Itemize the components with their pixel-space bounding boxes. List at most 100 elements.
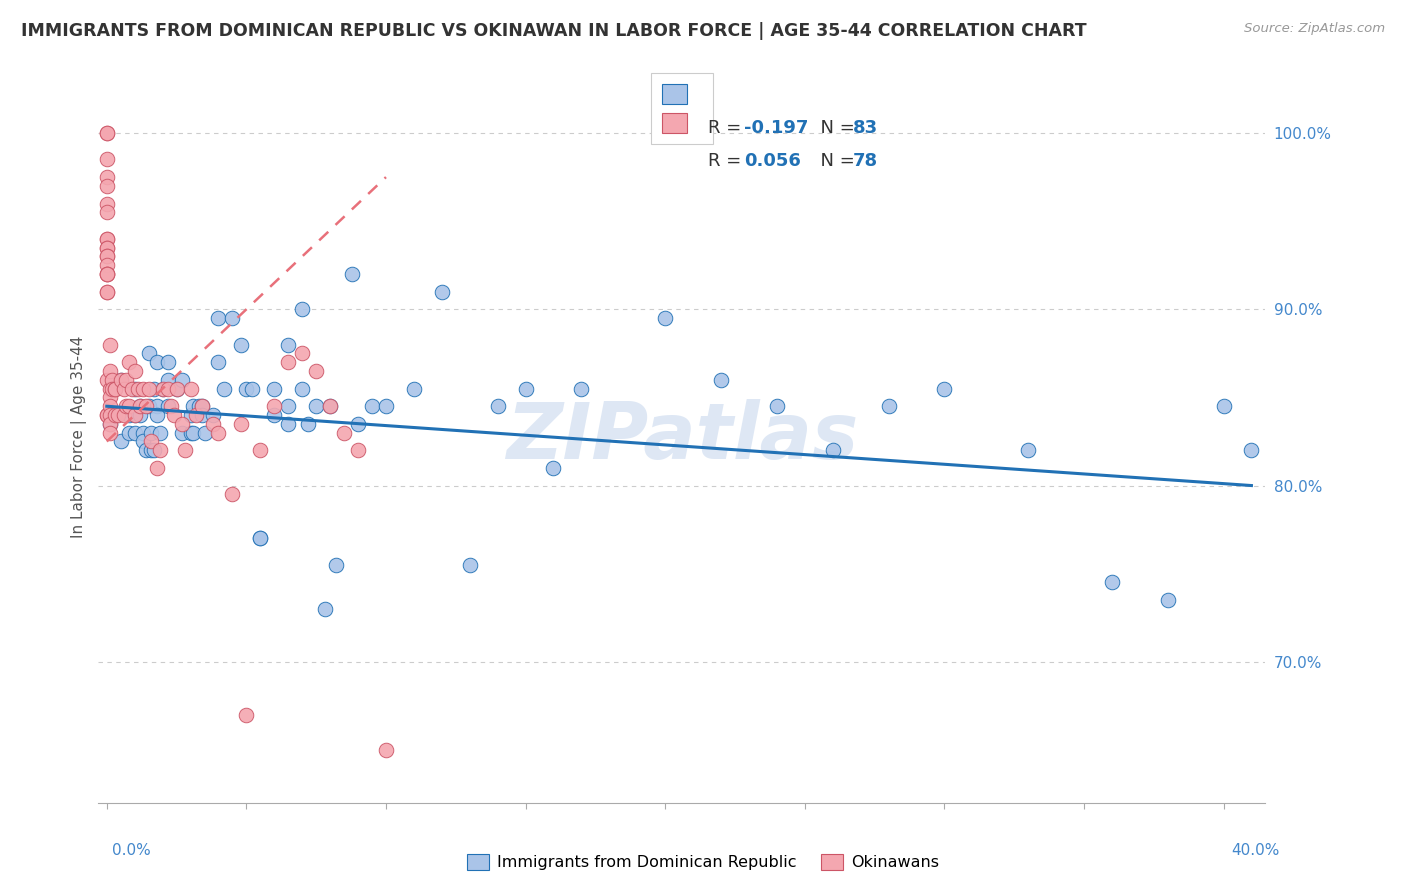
Point (141, 434, 163, 449)
Point (235, 382, 257, 396)
Point (314, 602, 336, 616)
Point (157, 399, 180, 413)
Point (124, 408, 146, 422)
Point (135, 443, 157, 458)
Point (458, 558, 481, 572)
Point (104, 382, 127, 396)
Point (129, 399, 152, 413)
Point (934, 382, 956, 396)
Point (361, 399, 384, 413)
Point (96, 267, 118, 281)
Point (143, 443, 166, 458)
Point (112, 408, 135, 422)
Point (96, 249, 118, 263)
Point (1157, 593, 1180, 607)
Point (166, 382, 188, 396)
Point (212, 382, 235, 396)
Point (110, 373, 132, 387)
Point (149, 443, 172, 458)
Point (98, 382, 121, 396)
Point (96, 205, 118, 219)
Point (96, 126, 118, 140)
Text: IMMIGRANTS FROM DOMINICAN REPUBLIC VS OKINAWAN IN LABOR FORCE | AGE 35-44 CORREL: IMMIGRANTS FROM DOMINICAN REPUBLIC VS OK… (21, 22, 1087, 40)
Point (96, 267, 118, 281)
Point (107, 408, 129, 422)
Point (180, 408, 202, 422)
Legend: , : , (651, 73, 713, 144)
Text: 40.0%: 40.0% (1232, 843, 1279, 858)
Point (138, 382, 160, 396)
Point (138, 346, 160, 360)
Point (124, 364, 146, 378)
Point (146, 355, 169, 369)
Point (333, 425, 356, 440)
Point (1212, 399, 1234, 413)
Text: -0.197: -0.197 (744, 120, 808, 137)
Point (515, 382, 537, 396)
Text: N =: N = (808, 120, 860, 137)
Point (146, 408, 169, 422)
Point (96, 153, 118, 167)
Point (1017, 443, 1039, 458)
Point (129, 408, 152, 422)
Point (207, 425, 229, 440)
Point (132, 425, 155, 440)
Point (98, 391, 121, 405)
Point (118, 399, 141, 413)
Point (249, 532, 271, 546)
Point (96, 249, 118, 263)
Point (305, 399, 328, 413)
Text: 78: 78 (852, 152, 877, 169)
Point (160, 399, 183, 413)
Point (146, 461, 169, 475)
Point (325, 558, 347, 572)
Point (201, 417, 224, 431)
Point (207, 311, 229, 326)
Point (118, 408, 141, 422)
Point (157, 382, 180, 396)
Point (183, 425, 205, 440)
Point (104, 382, 127, 396)
Point (174, 443, 197, 458)
Point (157, 373, 180, 387)
Point (138, 399, 160, 413)
Point (347, 443, 370, 458)
Point (221, 311, 243, 326)
Y-axis label: In Labor Force | Age 35-44: In Labor Force | Age 35-44 (72, 336, 87, 538)
Point (132, 382, 155, 396)
Point (263, 399, 285, 413)
Point (543, 461, 565, 475)
Point (877, 399, 900, 413)
Point (277, 417, 299, 431)
Point (1240, 443, 1263, 458)
Point (249, 532, 271, 546)
Point (124, 382, 146, 396)
Point (229, 417, 252, 431)
Point (96, 241, 118, 255)
Point (277, 337, 299, 351)
Point (146, 399, 169, 413)
Point (96, 232, 118, 246)
Point (104, 408, 127, 422)
Point (190, 399, 212, 413)
Text: ZIPatlas: ZIPatlas (506, 399, 858, 475)
Point (115, 373, 138, 387)
Point (96, 241, 118, 255)
Point (277, 399, 299, 413)
Point (297, 417, 319, 431)
Text: Source: ZipAtlas.com: Source: ZipAtlas.com (1244, 22, 1385, 36)
Point (193, 425, 215, 440)
Point (118, 355, 141, 369)
Text: 0.0%: 0.0% (112, 843, 152, 858)
Point (571, 382, 593, 396)
Point (141, 443, 163, 458)
Point (104, 408, 127, 422)
Point (96, 408, 118, 422)
Point (172, 425, 194, 440)
Point (141, 425, 163, 440)
Point (98, 337, 121, 351)
Point (96, 373, 118, 387)
Point (207, 355, 229, 369)
Point (342, 267, 364, 281)
Point (263, 408, 285, 422)
